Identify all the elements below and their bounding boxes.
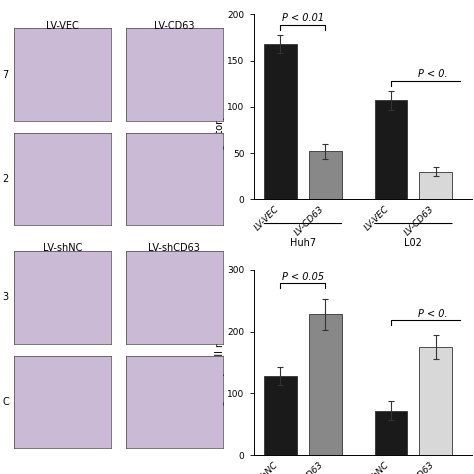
- Text: P < 0.05: P < 0.05: [282, 272, 324, 282]
- Text: LV-VEC: LV-VEC: [46, 21, 79, 31]
- Bar: [374, 410, 408, 455]
- Text: P < 0.01: P < 0.01: [282, 13, 324, 24]
- Text: LV-CD63: LV-CD63: [154, 21, 194, 31]
- Bar: [309, 151, 342, 200]
- Text: P < 0.: P < 0.: [418, 309, 447, 319]
- Text: LV-shCD63: LV-shCD63: [148, 243, 200, 253]
- Y-axis label: Migratory cell number: Migratory cell number: [215, 308, 225, 417]
- Text: L02: L02: [404, 238, 422, 248]
- Text: Huh7: Huh7: [290, 238, 316, 248]
- Bar: [419, 347, 452, 455]
- Bar: [309, 314, 342, 455]
- Text: C: C: [2, 397, 9, 407]
- Y-axis label: Migratory cell number: Migratory cell number: [215, 53, 225, 161]
- Bar: [264, 44, 297, 200]
- Bar: [419, 172, 452, 200]
- Bar: [374, 100, 408, 200]
- Text: P < 0.: P < 0.: [418, 69, 447, 79]
- Text: 3: 3: [2, 292, 9, 302]
- Text: 7: 7: [2, 70, 9, 80]
- Bar: [264, 376, 297, 455]
- Text: 2: 2: [2, 174, 9, 184]
- Text: LV-shNC: LV-shNC: [43, 243, 82, 253]
